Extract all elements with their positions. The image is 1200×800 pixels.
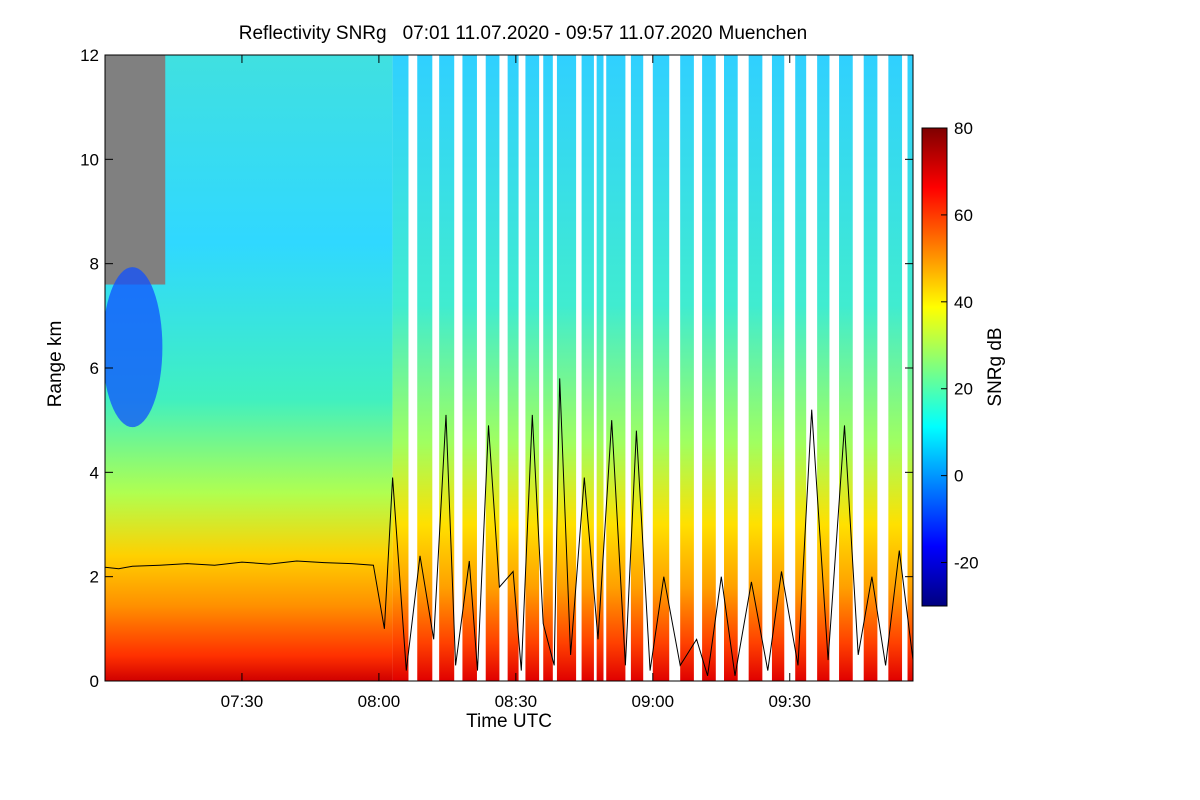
colorbar: 80 60 40 20 0 -20 xyxy=(921,119,979,607)
colorbar-gradient xyxy=(922,128,947,606)
mixing-layer-height-line xyxy=(105,378,913,676)
x-tick-label: 07:30 xyxy=(221,692,264,711)
y-tick-label: 6 xyxy=(90,359,99,378)
colorbar-tick-label: 60 xyxy=(954,206,973,225)
scan-column-22 xyxy=(839,55,853,681)
colorbar-tick-label: 0 xyxy=(954,467,963,486)
scan-column-11 xyxy=(596,55,604,681)
scan-column-15 xyxy=(680,55,694,681)
scan-column-16 xyxy=(702,55,716,681)
colorbar-tick-label: -20 xyxy=(954,554,979,573)
no-signal-region xyxy=(105,55,166,285)
scan-column-13 xyxy=(630,55,644,681)
title-period: 07:01 11.07.2020 - 09:57 11.07.2020 xyxy=(403,23,713,44)
scan-column-18 xyxy=(748,55,763,681)
scan-column-23 xyxy=(863,55,878,681)
y-tick-label: 12 xyxy=(80,46,99,65)
title-location: Muenchen xyxy=(719,23,808,44)
colorbar-frame xyxy=(921,127,948,607)
scan-column-19 xyxy=(771,55,785,681)
scan-column-17 xyxy=(724,55,738,681)
y-axis: 0 2 4 6 8 10 12 xyxy=(80,46,913,691)
chart-title: Reflectivity SNRg 07:01 11.07.2020 - 09:5… xyxy=(239,23,807,44)
y-axis-label: Range km xyxy=(45,321,66,408)
y-tick-label: 8 xyxy=(90,255,99,274)
scan-column-1 xyxy=(392,55,409,681)
scan-column-14 xyxy=(652,55,670,681)
scan-column-10 xyxy=(581,55,594,681)
y-tick-label: 4 xyxy=(90,463,99,482)
x-tick-label: 09:00 xyxy=(632,692,675,711)
scan-column-8 xyxy=(543,55,553,681)
scan-column-4 xyxy=(462,55,477,681)
x-tick-label: 08:00 xyxy=(358,692,401,711)
scan-column-24 xyxy=(888,55,903,681)
scan-column-20 xyxy=(795,55,807,681)
scan-column-5 xyxy=(485,55,500,681)
colorbar-tick-label: 40 xyxy=(954,293,973,312)
weak-signal-region xyxy=(105,267,163,428)
colorbar-ticks: 80 60 40 20 0 -20 xyxy=(941,119,979,573)
plot-area xyxy=(105,55,913,681)
colorbar-tick-label: 20 xyxy=(954,380,973,399)
scan-column-6 xyxy=(507,55,519,681)
colorbar-label: SNRg dB xyxy=(985,327,1006,406)
scan-column-3 xyxy=(439,55,455,681)
x-axis: 07:30 08:00 08:30 09:00 09:30 xyxy=(221,55,811,711)
scan-column-9 xyxy=(556,55,577,681)
reflectivity-heatmap xyxy=(105,55,913,681)
scan-column-12 xyxy=(606,55,626,681)
scan-column-2 xyxy=(417,55,433,681)
y-tick-label: 2 xyxy=(90,568,99,587)
y-tick-label: 10 xyxy=(80,150,99,169)
scan-column-21 xyxy=(817,55,830,681)
x-tick-label: 09:30 xyxy=(768,692,811,711)
y-tick-label: 0 xyxy=(90,672,99,691)
colorbar-tick-label: 80 xyxy=(954,119,973,138)
x-axis-label: Time UTC xyxy=(466,711,552,732)
x-tick-label: 08:30 xyxy=(495,692,538,711)
scan-column-7 xyxy=(525,55,540,681)
title-product: Reflectivity SNRg xyxy=(239,23,387,44)
